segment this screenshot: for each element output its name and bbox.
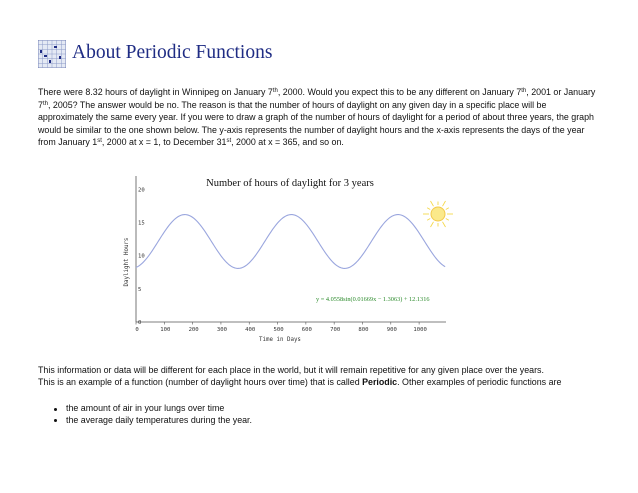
chart-title: Number of hours of daylight for 3 years	[206, 178, 374, 189]
x-tick-label: 500	[273, 327, 283, 333]
examples-list: the amount of air in your lungs over tim…	[52, 403, 252, 427]
sun-icon	[423, 200, 453, 228]
x-tick-label: 300	[217, 327, 227, 333]
series-line	[135, 214, 446, 269]
sun-ray	[430, 221, 434, 228]
periodic-term: Periodic	[362, 377, 398, 388]
sun-ray	[426, 207, 431, 210]
x-axis-label: Time in Days	[259, 337, 301, 343]
list-item: the amount of air in your lungs over tim…	[52, 403, 252, 415]
equation-label: y = 4.0558sin(0.01669x − 1.3063) + 12.13…	[316, 296, 430, 303]
y-tick-label: 20	[138, 187, 145, 193]
y-tick-label: 0	[138, 320, 141, 326]
sun-ray	[430, 200, 434, 207]
x-tick-label: 700	[330, 327, 340, 333]
periodic-paragraph: This information or data will be differe…	[38, 365, 562, 388]
x-tick-label: 400	[245, 327, 255, 333]
x-tick-label: 800	[358, 327, 368, 333]
x-tick-label: 1000	[413, 327, 426, 333]
intro-paragraph: There were 8.32 hours of daylight in Win…	[38, 87, 596, 148]
page-title: About Periodic Functions	[72, 42, 273, 63]
x-tick-label: 0	[135, 327, 138, 333]
x-tick-label: 900	[387, 327, 397, 333]
sun-ray	[426, 218, 431, 221]
sun-ray	[442, 221, 446, 228]
y-tick-label: 10	[138, 254, 145, 260]
sun-ray	[442, 200, 446, 207]
x-tick-label: 600	[302, 327, 312, 333]
sun-ray	[445, 207, 450, 210]
x-tick-label: 200	[189, 327, 199, 333]
list-item: the average daily temperatures during th…	[52, 415, 252, 427]
graph-paper-logo-icon	[38, 40, 66, 68]
y-axis-label: Daylight Hours	[124, 238, 130, 287]
y-tick-label: 5	[138, 287, 141, 293]
y-tick-label: 15	[138, 220, 145, 226]
x-tick-label: 100	[160, 327, 170, 333]
sun-ray	[445, 218, 450, 221]
